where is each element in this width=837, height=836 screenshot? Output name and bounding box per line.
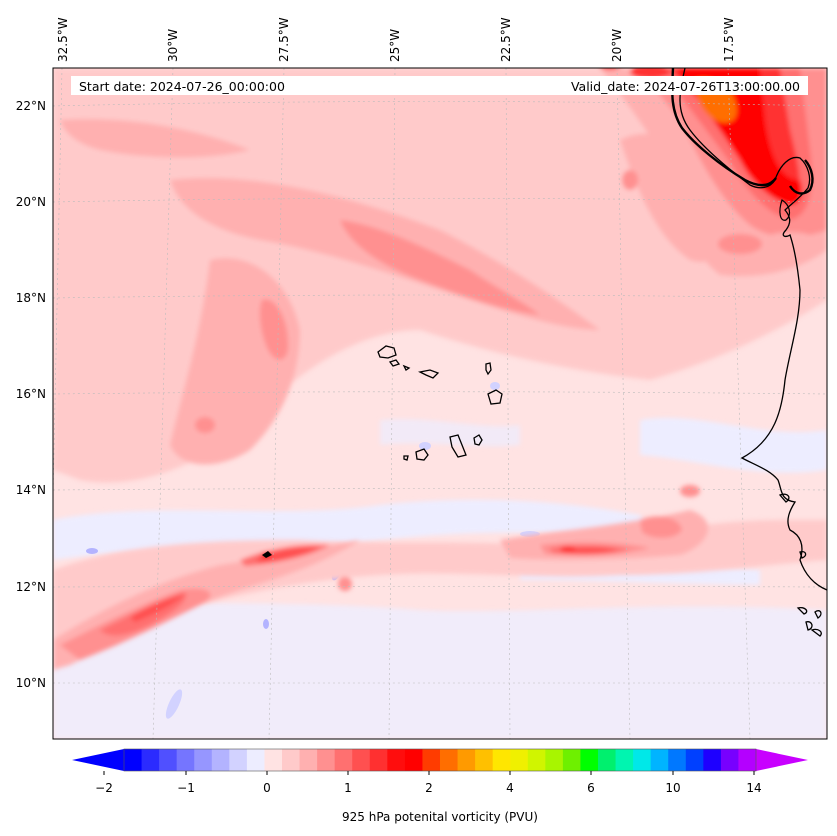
- colorbar-cell: [668, 749, 687, 771]
- colorbar-cell: [334, 749, 353, 771]
- colorbar-cell: [422, 749, 441, 771]
- colorbar-cell: [492, 749, 511, 771]
- graticule: [53, 68, 827, 739]
- lat-label: 12°N: [16, 580, 46, 594]
- positive-pv-contours: [53, 68, 827, 670]
- colorbar-cell: [615, 749, 634, 771]
- lon-label: 20°W: [610, 29, 624, 62]
- lon-label: 22.5°W: [499, 17, 513, 62]
- lon-label: 25°W: [388, 29, 402, 62]
- cb-tick-label: 2: [425, 781, 433, 795]
- island-maio: [473, 434, 483, 446]
- colorbar-cell: [580, 749, 599, 771]
- lon-label: 17.5°W: [722, 17, 736, 62]
- lat-label: 20°N: [16, 195, 46, 209]
- cb-tick-label: 14: [746, 781, 761, 795]
- colorbar-cell: [369, 749, 388, 771]
- cb-tick-label: −1: [177, 781, 195, 795]
- island-fogo: [415, 448, 429, 461]
- colorbar-cell: [440, 749, 459, 771]
- colorbar-cell: [633, 749, 652, 771]
- cb-tick-label: −2: [95, 781, 113, 795]
- colorbar-cell: [317, 749, 336, 771]
- cb-tick-label: 6: [587, 781, 595, 795]
- lon-label: 32.5°W: [56, 17, 70, 62]
- dark-pv-spot: [262, 551, 272, 558]
- colorbar-cell: [246, 749, 265, 771]
- cape-verde-islands: [377, 345, 503, 461]
- colorbar-cell: [387, 749, 406, 771]
- colorbar-cell: [124, 749, 143, 771]
- colorbar-cell: [720, 749, 739, 771]
- cb-tick-label: 10: [665, 781, 680, 795]
- colorbar-cell: [194, 749, 213, 771]
- colorbar-extend-right: [756, 749, 808, 771]
- island-sao-vicente: [388, 359, 401, 367]
- valid-date-text: Valid_date: 2024-07-26T13:00:00.00: [571, 79, 800, 94]
- colorbar-cell: [457, 749, 476, 771]
- colorbar-extend-left: [72, 749, 124, 771]
- island-brava: [403, 455, 409, 461]
- colorbar-cell: [510, 749, 529, 771]
- colorbar-cell: [562, 749, 581, 771]
- island-boa-vista: [487, 389, 503, 405]
- lat-label: 14°N: [16, 483, 46, 497]
- island-sal: [485, 362, 492, 376]
- colorbar-cell: [738, 749, 757, 771]
- colorbar-cell: [703, 749, 722, 771]
- colorbar-cell: [264, 749, 283, 771]
- colorbar-cell: [211, 749, 230, 771]
- lat-label: 22°N: [16, 99, 46, 113]
- colorbar-label: 925 hPa potenital vorticity (PVU): [342, 810, 538, 824]
- colorbar: −2 −1 0 1 2 4 6 10 14 925 hPa potenital …: [72, 748, 808, 824]
- colorbar-cell: [282, 749, 301, 771]
- longitude-labels: 32.5°W 30°W 27.5°W 25°W 22.5°W 20°W 17.5…: [56, 17, 736, 62]
- colorbar-cell: [176, 749, 195, 771]
- island-sao-nicolau: [418, 369, 440, 379]
- colorbar-cell: [299, 749, 318, 771]
- island-santa-luzia: [402, 364, 411, 371]
- latitude-labels: 22°N 20°N 18°N 16°N 14°N 12°N 10°N: [16, 99, 46, 690]
- cb-tick-label: 0: [263, 781, 271, 795]
- colorbar-cell: [141, 749, 160, 771]
- island-santo-antao: [377, 345, 397, 359]
- colorbar-cell: [685, 749, 704, 771]
- cb-tick-label: 1: [344, 781, 352, 795]
- cb-tick-label: 4: [506, 781, 514, 795]
- colorbar-cell: [352, 749, 371, 771]
- lat-label: 16°N: [16, 387, 46, 401]
- lon-label: 30°W: [166, 29, 180, 62]
- africa-coastline: [671, 68, 827, 637]
- colorbar-cell: [475, 749, 494, 771]
- colorbar-outline: [123, 748, 757, 772]
- lat-label: 10°N: [16, 676, 46, 690]
- colorbar-cell: [598, 749, 617, 771]
- colorbar-cell: [159, 749, 178, 771]
- colorbar-cell: [527, 749, 546, 771]
- lat-label: 18°N: [16, 291, 46, 305]
- map-frame: [52, 67, 828, 740]
- island-santiago: [449, 434, 467, 458]
- colorbar-ticks: [103, 771, 755, 775]
- start-date-text: Start date: 2024-07-26_00:00:00: [79, 79, 285, 94]
- colorbar-cell: [404, 749, 423, 771]
- lon-label: 27.5°W: [277, 17, 291, 62]
- map-panel: [53, 68, 827, 739]
- colorbar-cell: [545, 749, 564, 771]
- colorbar-tick-labels: −2 −1 0 1 2 4 6 10 14: [95, 781, 761, 795]
- info-header: Start date: 2024-07-26_00:00:00 Valid_da…: [71, 76, 808, 95]
- colorbar-cell: [650, 749, 669, 771]
- colorbar-cell: [229, 749, 248, 771]
